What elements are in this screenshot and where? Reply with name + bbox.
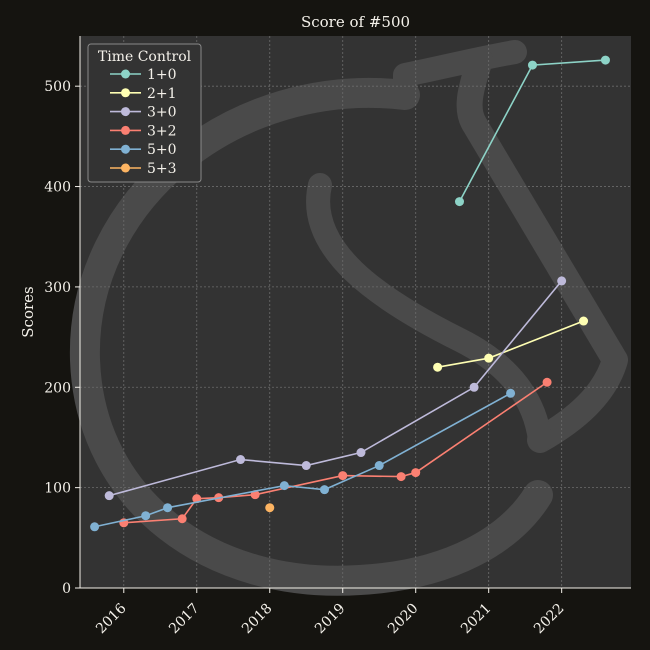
legend-item: 2+1 xyxy=(110,86,177,102)
data-point xyxy=(141,511,151,521)
series-layer xyxy=(90,55,610,532)
legend-label: 1+0 xyxy=(147,67,177,83)
data-point xyxy=(177,514,187,524)
data-point xyxy=(279,481,289,491)
data-point xyxy=(396,472,406,482)
data-point xyxy=(319,485,329,495)
legend-label: 3+0 xyxy=(147,105,177,121)
series-1+0 xyxy=(454,55,610,207)
y-tick-label: 500 xyxy=(44,79,71,95)
y-tick-label: 0 xyxy=(62,581,71,597)
legend-marker xyxy=(121,107,130,117)
series-line xyxy=(108,280,563,497)
series-5+0 xyxy=(90,388,516,532)
data-point xyxy=(411,468,421,478)
data-point xyxy=(163,503,173,513)
data-point xyxy=(236,455,246,465)
legend-item: 3+2 xyxy=(110,123,177,139)
data-point xyxy=(557,276,567,286)
y-tick-label: 400 xyxy=(44,180,71,196)
legend-label: 3+2 xyxy=(147,123,177,139)
watermark-logo xyxy=(69,40,628,596)
legend-label: 5+0 xyxy=(147,142,177,158)
data-point xyxy=(356,448,366,458)
y-tick-label: 200 xyxy=(44,380,71,396)
data-point xyxy=(338,471,348,481)
data-point xyxy=(454,197,464,207)
legend-marker xyxy=(121,144,130,154)
data-point xyxy=(90,522,100,532)
data-point xyxy=(484,353,494,363)
data-point xyxy=(265,503,275,513)
data-point xyxy=(192,494,202,504)
legend-label: 2+1 xyxy=(147,86,177,102)
legend-item: 5+0 xyxy=(110,142,177,158)
data-point xyxy=(542,377,552,387)
data-point xyxy=(374,461,384,471)
y-tick-label: 100 xyxy=(44,481,71,497)
series-2+1 xyxy=(433,316,589,372)
legend-marker xyxy=(121,88,130,98)
data-point xyxy=(104,491,114,501)
legend-marker xyxy=(121,69,130,79)
data-point xyxy=(469,382,479,392)
legend-marker xyxy=(121,163,130,173)
legend-item: 5+3 xyxy=(110,161,177,177)
data-point xyxy=(250,490,260,500)
data-point xyxy=(579,316,589,326)
y-axis-label: Scores xyxy=(19,286,37,337)
series-5+3 xyxy=(265,503,275,513)
legend-item: 1+0 xyxy=(110,67,177,83)
chart-title: Score of #500 xyxy=(301,13,410,31)
data-point xyxy=(600,55,610,65)
data-point xyxy=(433,362,443,372)
data-point xyxy=(301,461,311,471)
legend-label: 5+3 xyxy=(147,161,177,177)
y-tick-label: 300 xyxy=(44,280,71,296)
series-3+2 xyxy=(119,377,552,528)
y-axis: 0 100 200 300 400 500 xyxy=(44,79,80,597)
data-point xyxy=(506,388,516,398)
legend-items: 1+0 2+1 3+0 3+2 5+0 5+3 xyxy=(110,67,177,177)
data-point xyxy=(527,60,537,70)
legend-item: 3+0 xyxy=(110,105,177,121)
series-3+0 xyxy=(104,276,567,501)
legend: Time Control 1+0 2+1 3+0 3+2 5+0 5+3 xyxy=(87,43,202,183)
legend-title: Time Control xyxy=(98,49,192,65)
axes-frame xyxy=(79,36,631,589)
legend-marker xyxy=(121,125,130,135)
legend-box xyxy=(87,43,202,183)
